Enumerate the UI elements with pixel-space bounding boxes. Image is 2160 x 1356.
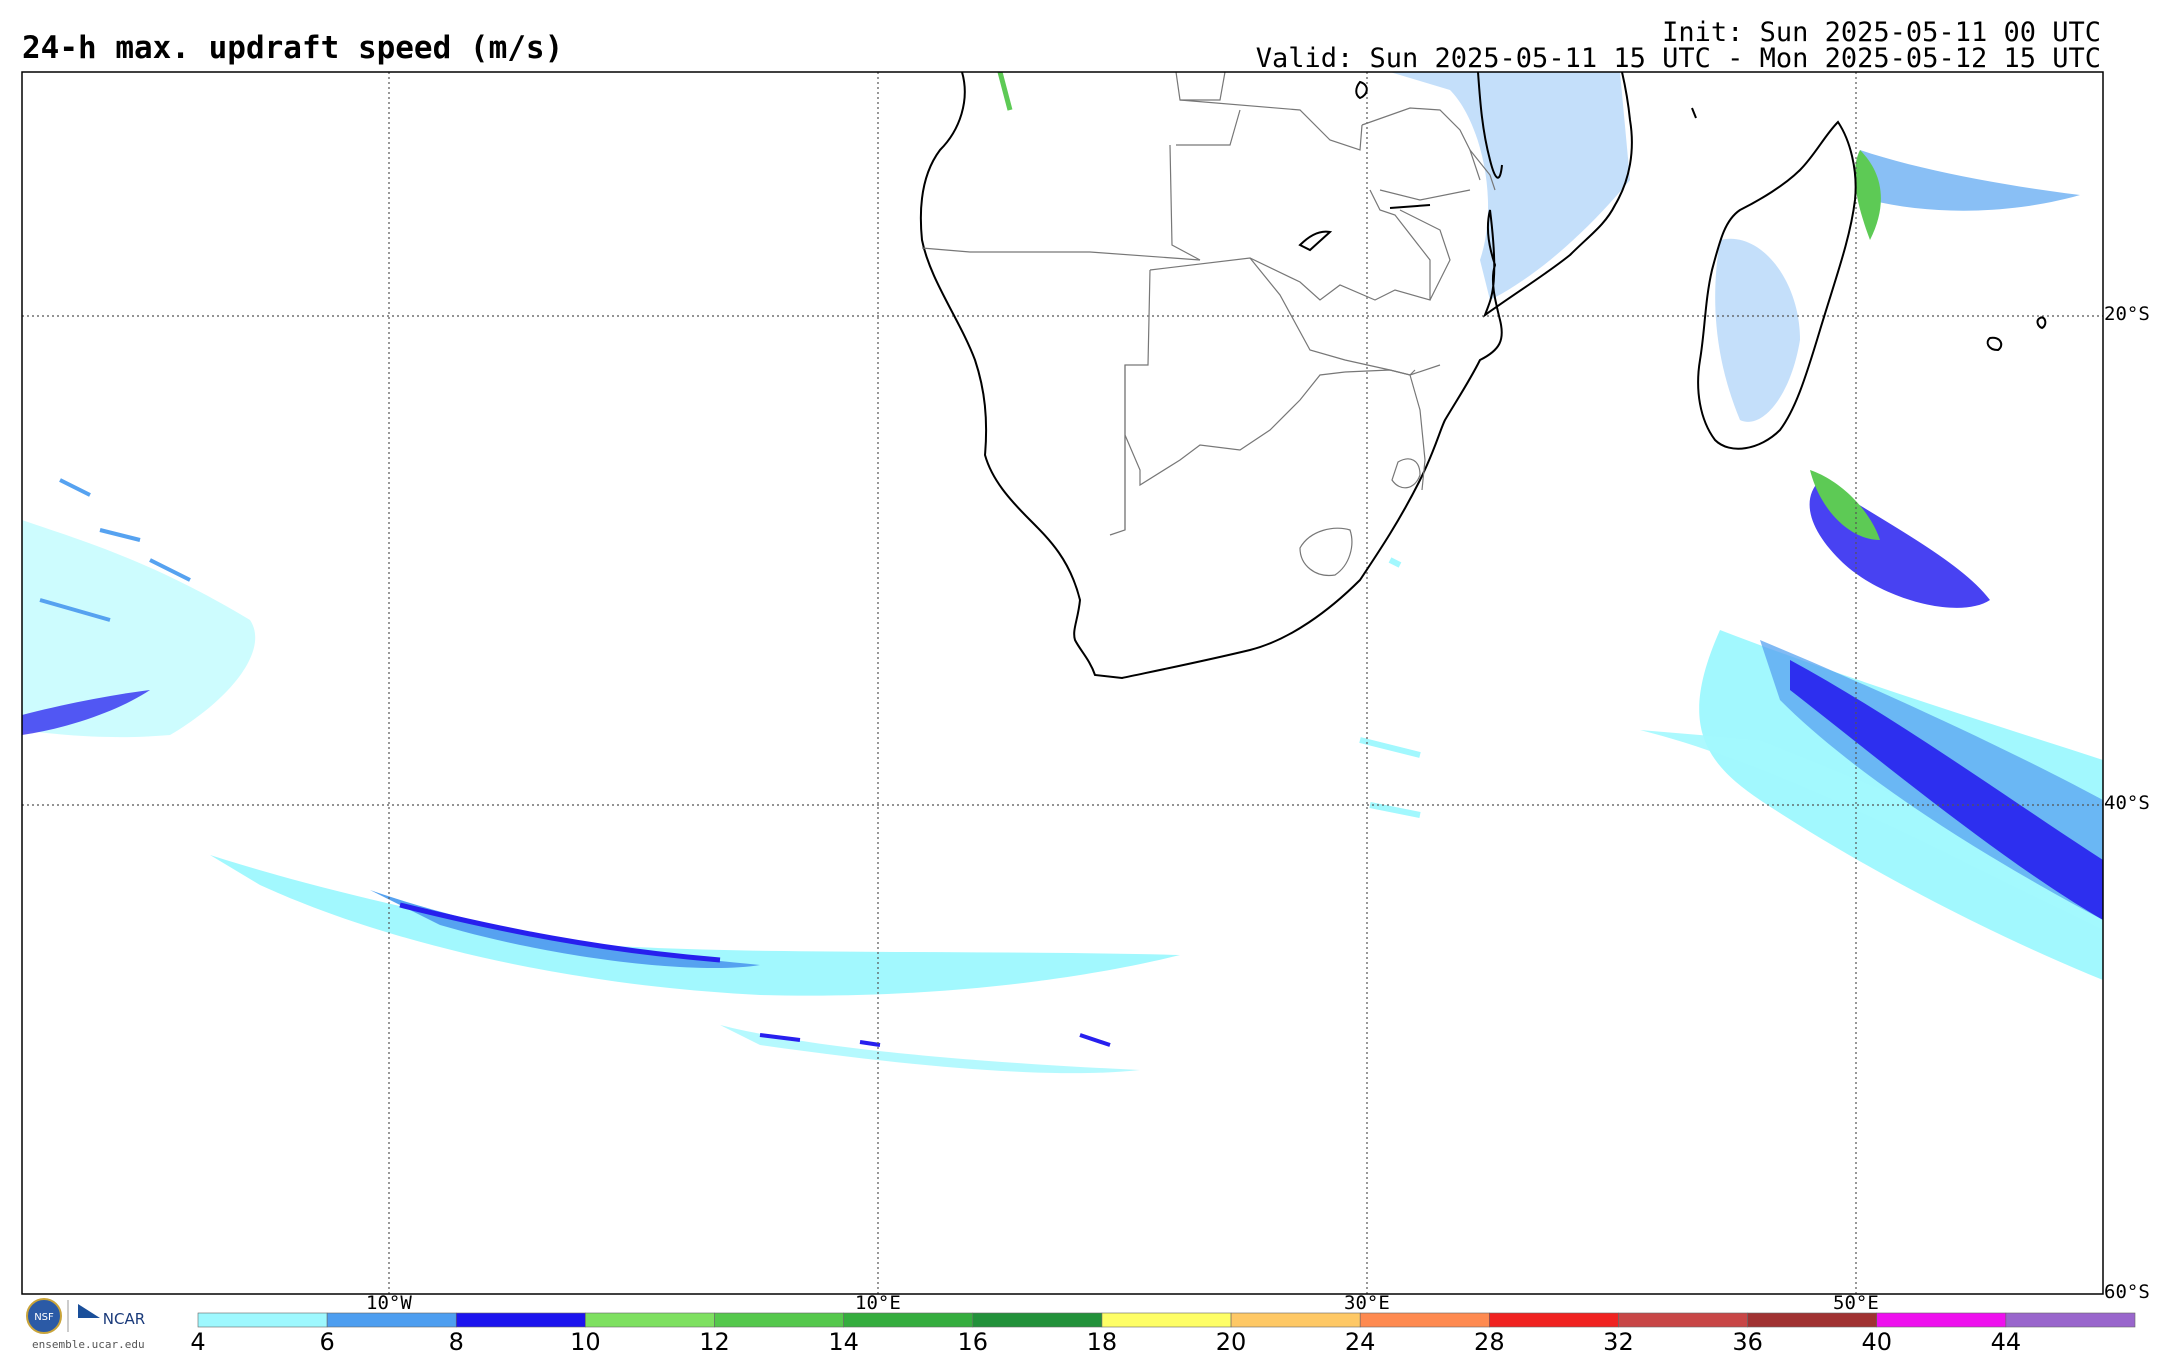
colorbar-swatch bbox=[585, 1312, 715, 1328]
colorbar-level-label: 16 bbox=[957, 1328, 989, 1356]
country-borders bbox=[921, 72, 1496, 576]
colorbar-swatch bbox=[714, 1312, 844, 1328]
colorbar-level-label: 32 bbox=[1603, 1328, 1634, 1356]
colorbar-swatch bbox=[1489, 1312, 1619, 1328]
colorbar-level-label: 28 bbox=[1474, 1328, 1505, 1356]
colorbar-level-label: 14 bbox=[828, 1328, 859, 1356]
nsf-ncar-logo: NSF NCAR bbox=[26, 1298, 145, 1334]
colorbar-level-label: 44 bbox=[1990, 1328, 2022, 1356]
colorbar-swatch bbox=[1359, 1312, 1490, 1328]
lon-label-50e: 50°E bbox=[1833, 1292, 1879, 1314]
colorbar-swatch bbox=[2005, 1312, 2136, 1328]
colorbar-swatch bbox=[326, 1312, 457, 1328]
lat-label-40s: 40°S bbox=[2104, 792, 2150, 814]
colorbar-level-label: 4 bbox=[190, 1328, 206, 1356]
colorbar-level-label: 24 bbox=[1344, 1328, 1376, 1356]
colorbar-level-label: 20 bbox=[1215, 1328, 1247, 1356]
colorbar-level-label: 12 bbox=[699, 1328, 730, 1356]
colorbar-level-label: 6 bbox=[319, 1328, 335, 1356]
colorbar-swatch bbox=[455, 1312, 586, 1328]
map-frame bbox=[21, 71, 2104, 1295]
colorbar-swatch bbox=[843, 1312, 974, 1328]
logo-url: ensemble.ucar.edu bbox=[32, 1338, 145, 1351]
colorbar-level-label: 18 bbox=[1086, 1328, 1118, 1356]
init-time: Init: Sun 2025-05-11 00 UTC bbox=[1662, 17, 2101, 48]
map-title: 24-h max. updraft speed (m/s) bbox=[22, 30, 564, 66]
colorbar-swatch bbox=[1876, 1312, 2007, 1328]
lon-label-30e: 30°E bbox=[1344, 1292, 1390, 1314]
graticule bbox=[22, 72, 2103, 1294]
colorbar-swatch bbox=[197, 1312, 328, 1328]
ncar-logo-text: NCAR bbox=[103, 1310, 145, 1328]
colorbar-swatch bbox=[1618, 1312, 1748, 1328]
colorbar-swatch bbox=[1230, 1312, 1361, 1328]
valid-time: Valid: Sun 2025-05-11 15 UTC - Mon 2025-… bbox=[1255, 43, 2101, 74]
coastlines bbox=[919, 72, 2047, 680]
time-info: Init: Sun 2025-05-11 00 UTC Valid: Sun 2… bbox=[1255, 17, 2101, 74]
colorbar-swatch bbox=[1747, 1312, 1878, 1328]
colorbar-level-label: 36 bbox=[1732, 1328, 1763, 1356]
colorbar-level-label: 10 bbox=[570, 1328, 601, 1356]
colorbar-swatch bbox=[972, 1312, 1103, 1328]
updraft-shading bbox=[22, 72, 2103, 1074]
lon-label-10e: 10°E bbox=[855, 1292, 901, 1314]
lat-label-20s: 20°S bbox=[2104, 303, 2150, 325]
nsf-logo-text: NSF bbox=[34, 1312, 54, 1323]
colorbar bbox=[197, 1312, 2136, 1328]
lon-label-10w: 10°W bbox=[366, 1292, 412, 1314]
lat-label-60s: 60°S bbox=[2104, 1281, 2150, 1303]
colorbar-level-label: 40 bbox=[1861, 1328, 1892, 1356]
colorbar-level-label: 8 bbox=[448, 1328, 464, 1356]
colorbar-swatch bbox=[1101, 1312, 1232, 1328]
